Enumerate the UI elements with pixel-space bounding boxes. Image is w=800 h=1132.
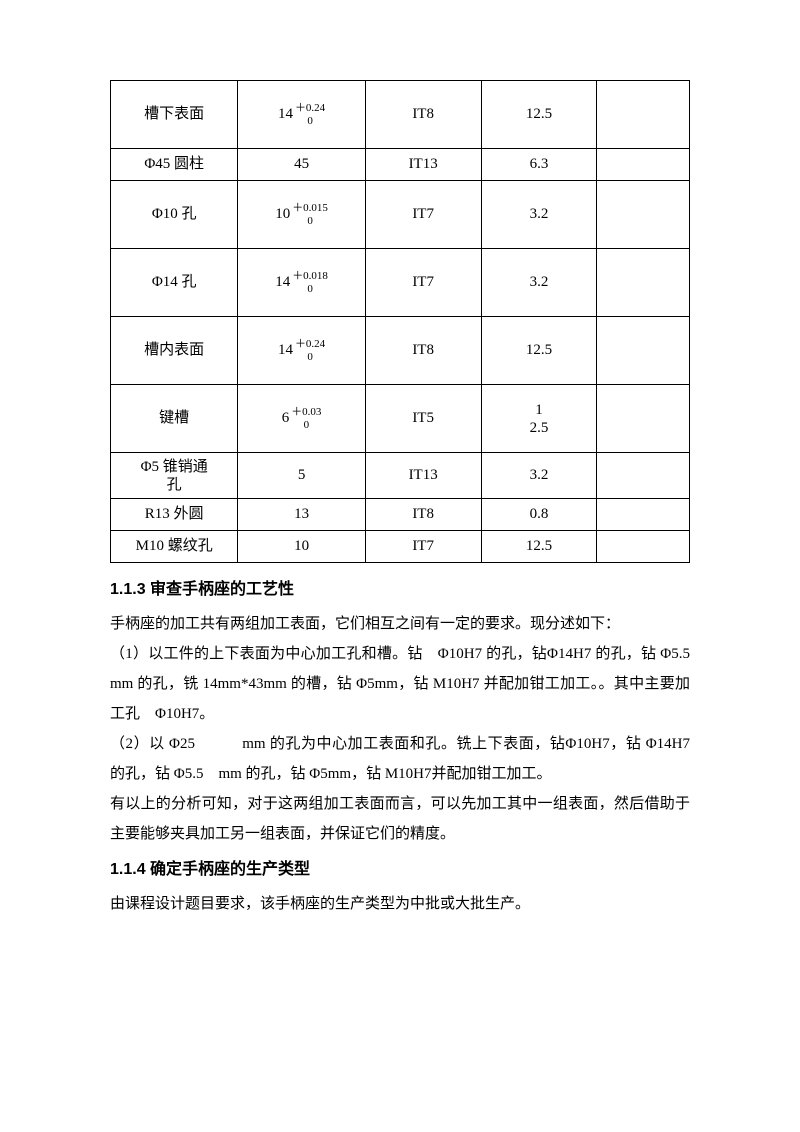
spec-ra: 3.2 [481,249,597,317]
paragraph: 有以上的分析可知，对于这两组加工表面而言，可以先加工其中一组表面，然后借助于主要… [110,789,690,849]
spec-name: 槽内表面 [111,317,238,385]
spec-note [597,81,690,149]
spec-dimension: 14＋0.240 [238,81,365,149]
spec-note [597,181,690,249]
spec-name: M10 螺纹孔 [111,531,238,563]
table-row: Φ5 锥销通孔5IT133.2 [111,453,690,499]
spec-dimension: 6＋0.030 [238,385,365,453]
spec-it: IT8 [365,317,481,385]
spec-it: IT7 [365,181,481,249]
spec-it: IT7 [365,249,481,317]
paragraph: 由课程设计题目要求，该手柄座的生产类型为中批或大批生产。 [110,889,690,919]
spec-note [597,531,690,563]
spec-dimension: 10＋0.0150 [238,181,365,249]
spec-dimension: 14＋0.0180 [238,249,365,317]
spec-dimension: 45 [238,149,365,181]
spec-name: Φ10 孔 [111,181,238,249]
spec-note [597,499,690,531]
table-row: 键槽6＋0.030IT512.5 [111,385,690,453]
spec-ra: 3.2 [481,181,597,249]
spec-note [597,317,690,385]
spec-table: 槽下表面14＋0.240IT812.5Φ45 圆柱45IT136.3Φ10 孔1… [110,80,690,563]
spec-dimension: 10 [238,531,365,563]
spec-name: Φ45 圆柱 [111,149,238,181]
spec-it: IT13 [365,453,481,499]
spec-ra: 12.5 [481,385,597,453]
spec-name: Φ5 锥销通孔 [111,453,238,499]
table-row: 槽内表面14＋0.240IT812.5 [111,317,690,385]
paragraph: （1）以工件的上下表面为中心加工孔和槽。钻 Φ10H7 的孔，钻Φ14H7 的孔… [110,639,690,729]
spec-note [597,453,690,499]
section-1-heading: 1.1.3 审查手柄座的工艺性 [110,575,690,599]
section-2-body: 由课程设计题目要求，该手柄座的生产类型为中批或大批生产。 [110,889,690,919]
section-2-heading: 1.1.4 确定手柄座的生产类型 [110,855,690,879]
spec-it: IT13 [365,149,481,181]
table-row: Φ10 孔10＋0.0150IT73.2 [111,181,690,249]
spec-ra: 12.5 [481,317,597,385]
table-row: M10 螺纹孔10IT712.5 [111,531,690,563]
spec-note [597,249,690,317]
section-1-body: 手柄座的加工共有两组加工表面，它们相互之间有一定的要求。现分述如下： （1）以工… [110,609,690,849]
spec-it: IT7 [365,531,481,563]
paragraph: 手柄座的加工共有两组加工表面，它们相互之间有一定的要求。现分述如下： [110,609,690,639]
spec-it: IT8 [365,81,481,149]
table-row: 槽下表面14＋0.240IT812.5 [111,81,690,149]
spec-it: IT5 [365,385,481,453]
spec-name: R13 外圆 [111,499,238,531]
spec-ra: 3.2 [481,453,597,499]
spec-note [597,385,690,453]
spec-dimension: 14＋0.240 [238,317,365,385]
spec-name: 键槽 [111,385,238,453]
spec-dimension: 13 [238,499,365,531]
spec-ra: 12.5 [481,81,597,149]
table-row: Φ14 孔14＋0.0180IT73.2 [111,249,690,317]
spec-ra: 6.3 [481,149,597,181]
spec-ra: 0.8 [481,499,597,531]
spec-name: 槽下表面 [111,81,238,149]
paragraph: （2）以 Φ25 mm 的孔为中心加工表面和孔。铣上下表面，钻Φ10H7，钻 Φ… [110,729,690,789]
spec-dimension: 5 [238,453,365,499]
spec-it: IT8 [365,499,481,531]
table-row: Φ45 圆柱45IT136.3 [111,149,690,181]
spec-name: Φ14 孔 [111,249,238,317]
table-row: R13 外圆13IT80.8 [111,499,690,531]
spec-ra: 12.5 [481,531,597,563]
spec-note [597,149,690,181]
